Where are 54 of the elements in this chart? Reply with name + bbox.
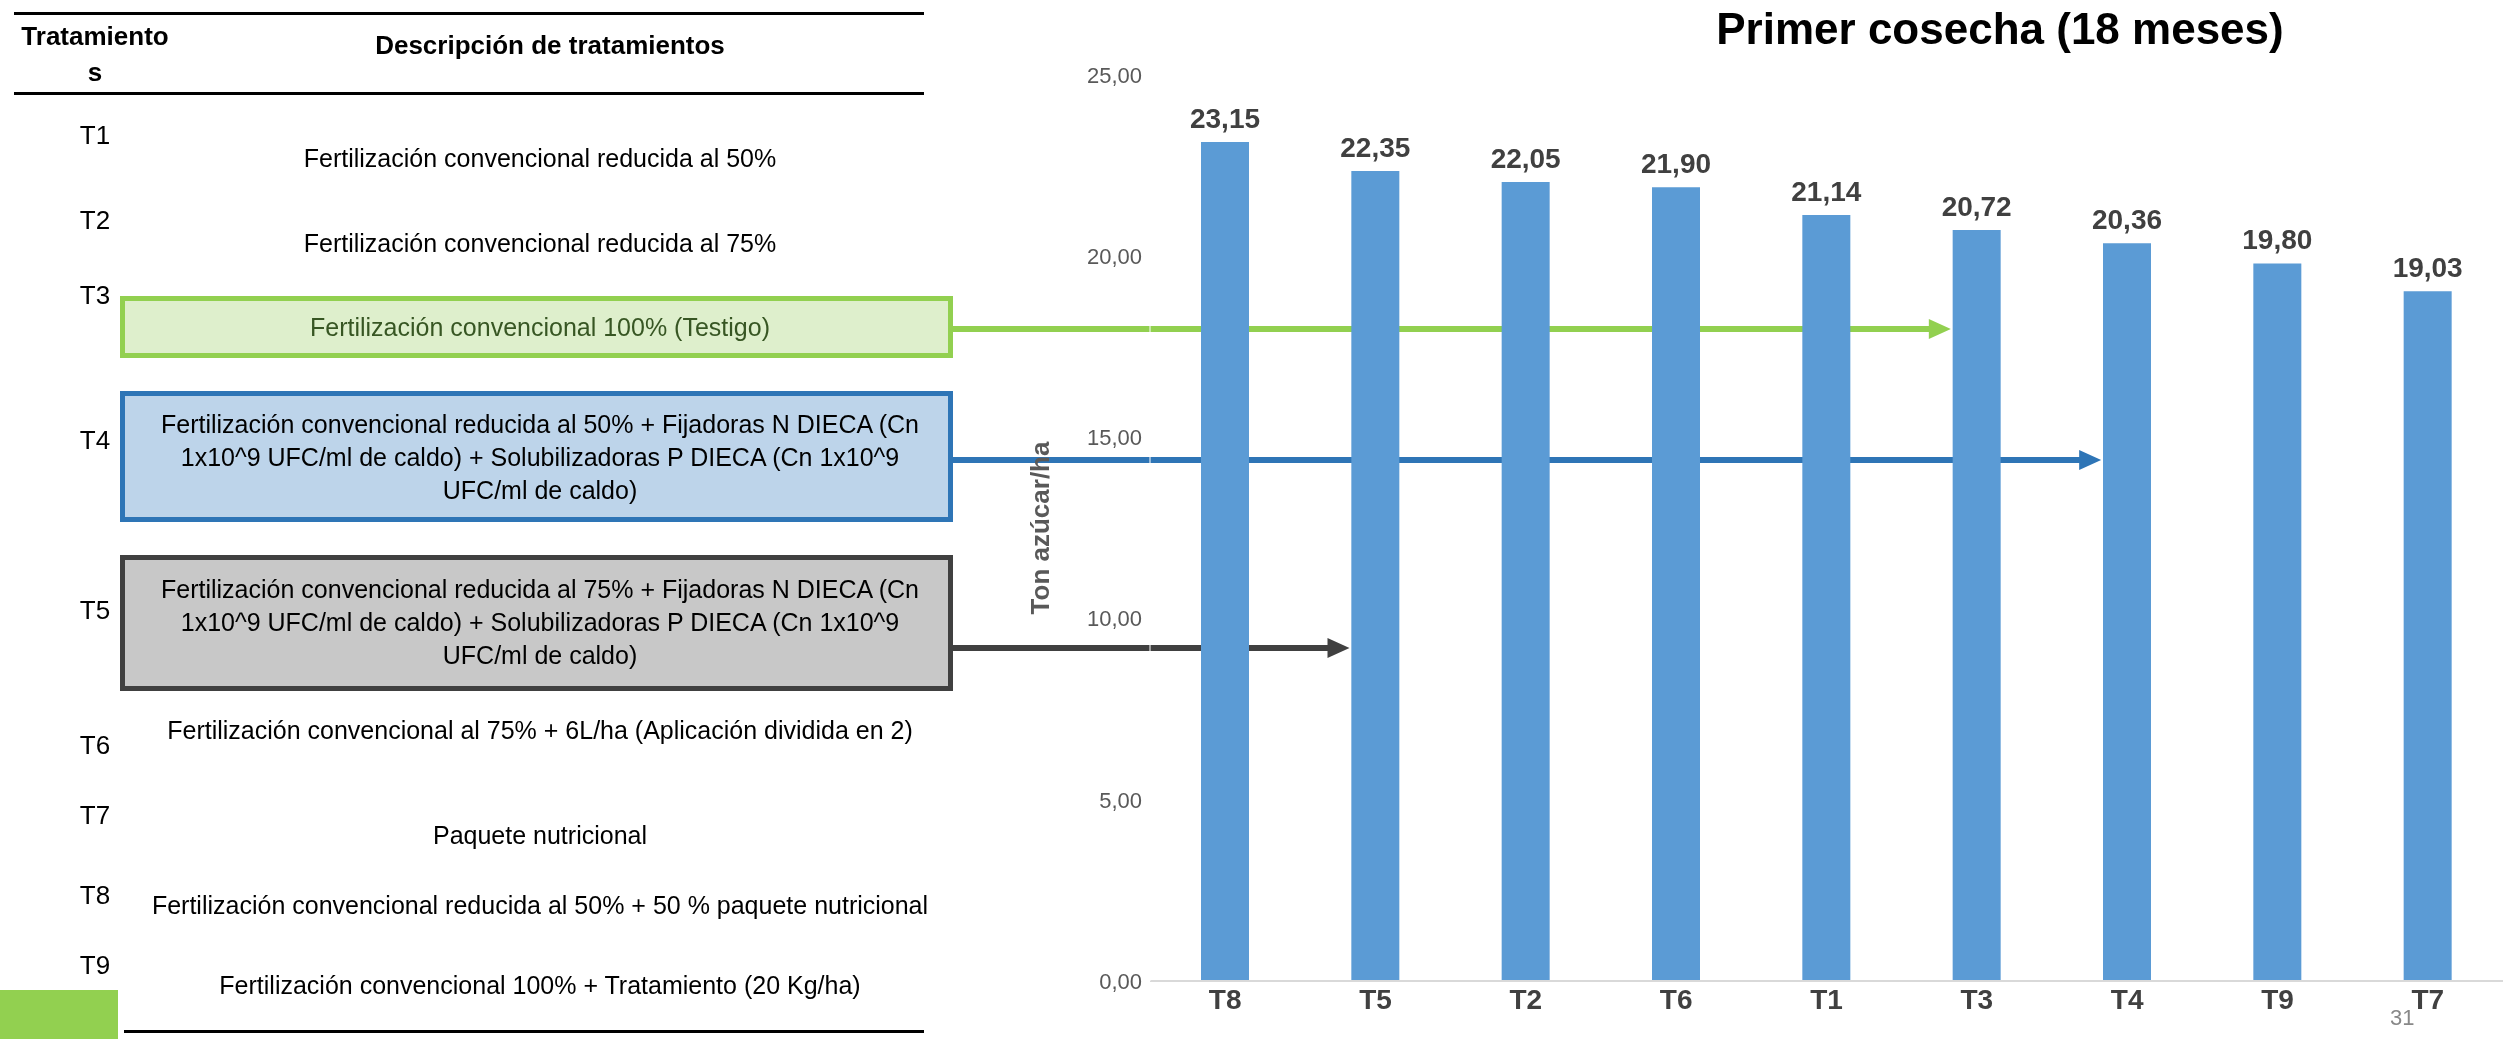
x-tick-label: T5 [1359, 983, 1392, 1015]
bar [1501, 181, 1550, 981]
bar [2403, 291, 2452, 981]
text: T6 [78, 730, 112, 761]
bar [1952, 230, 2001, 981]
text: Tratamientos [20, 20, 170, 89]
data-label: 19,03 [2392, 252, 2463, 284]
text: Fertilización convencional reducida al 75% + Fijadoras N DIECA (Cn 1x10^9 UFC/ml de caldo) + Solubilizadoras P DIECA (Cn 1x10^9 UFC/ml de caldo) [160, 573, 920, 671]
text: Fertilización convencional reducida al 50% + Fijadoras N DIECA (Cn 1x10^9 UFC/ml de caldo) + Solubilizadoras P DIECA (Cn 1x10^9 UFC/ml de caldo) [160, 408, 920, 506]
data-label: 20,72 [1941, 191, 2012, 223]
text: T2 [78, 205, 112, 236]
data-label: 19,80 [2242, 224, 2313, 256]
text: T5 [78, 595, 112, 626]
text: Fertilización convencional reducida al 50% [302, 142, 778, 174]
x-tick-label: T6 [1659, 983, 1693, 1015]
text: Fertilización convencional reducida al 75% [302, 227, 778, 259]
text: Descripción de tratamientos [374, 30, 726, 61]
y-tick-label: 0,00 [1099, 968, 1142, 994]
data-label: 21,90 [1640, 148, 1712, 180]
text: Paquete nutricional [431, 819, 648, 851]
text: T8 [78, 880, 112, 911]
data-label: 22,35 [1340, 132, 1411, 164]
text: Fertilización convencional reducida al 50% + 50 % paquete nutricional [150, 889, 930, 921]
bar [2253, 263, 2302, 981]
x-tick-label: T2 [1509, 983, 1543, 1015]
x-tick-label: T8 [1208, 983, 1242, 1015]
text: T1 [78, 120, 112, 151]
y-tick-label: 25,00 [1086, 62, 1142, 88]
x-tick-label: T1 [1810, 983, 1843, 1015]
y-tick-label: 5,00 [1099, 787, 1142, 813]
text: T4 [78, 425, 112, 456]
x-tick-label: T9 [2261, 983, 2294, 1015]
text: T3 [78, 280, 112, 311]
text: Fertilización convencional 100% (Testigo) [309, 311, 771, 343]
bar [2103, 243, 2151, 981]
y-tick-label: 20,00 [1086, 244, 1142, 270]
data-label: 20,36 [2091, 204, 2163, 236]
bar [1802, 214, 1851, 981]
data-label: 22,05 [1490, 142, 1561, 174]
text: Fertilización convencional 100% + Tratamiento (20 Kg/ha) [218, 969, 862, 1001]
chart-title: Primer cosecha (18 meses) [1715, 4, 2285, 54]
text: T9 [78, 950, 112, 981]
bar [1201, 142, 1249, 981]
bar [1652, 187, 1700, 981]
text: Fertilización convencional al 75% + 6L/ha (Aplicación dividida en 2) [166, 714, 914, 746]
data-label: 23,15 [1189, 103, 1261, 135]
bar [1351, 171, 1400, 981]
y-axis-title: Ton azúcar/ha [1025, 441, 1056, 615]
x-tick-label: T3 [1960, 983, 1994, 1015]
y-tick-label: 10,00 [1086, 606, 1142, 632]
x-tick-label: T4 [2110, 983, 2144, 1015]
text: T7 [78, 800, 112, 831]
data-label: 21,14 [1791, 175, 1862, 207]
y-tick-label: 15,00 [1086, 425, 1142, 451]
